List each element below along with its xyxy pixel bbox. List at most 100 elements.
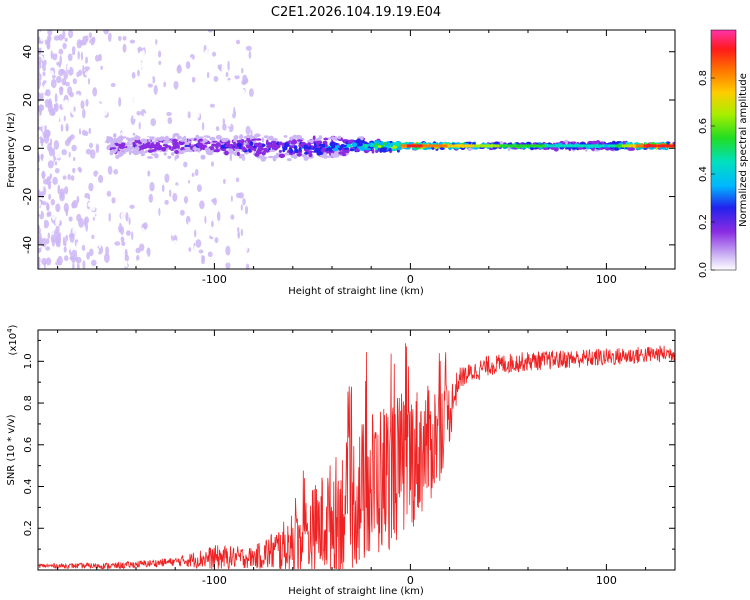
spectrogram-cell xyxy=(519,144,522,148)
y-tick-label: -40 xyxy=(21,236,34,254)
spectrogram-cell xyxy=(100,65,103,70)
spectrogram-panel: -100 0 100 -40 -20 0 20 40 Height of straight l… xyxy=(6,29,676,297)
snr-scale-label: (x104) xyxy=(6,324,19,355)
spectrogram-cell xyxy=(136,111,141,116)
spectrogram-cell xyxy=(165,42,168,50)
spectrogram-cell xyxy=(195,208,199,214)
spectrogram-cell xyxy=(312,135,316,140)
spectrogram-cell xyxy=(48,224,53,231)
spectrogram-cell xyxy=(120,123,124,130)
spectrogram-cell xyxy=(123,125,126,135)
spectrogram-cell xyxy=(466,144,469,148)
spectrogram-cell xyxy=(267,155,274,159)
spectrogram-cell xyxy=(160,223,164,233)
spectrogram-cell xyxy=(474,144,476,148)
spectrogram-cell xyxy=(343,147,350,150)
spectrogram-cell xyxy=(62,175,67,180)
spectrogram-cell xyxy=(71,255,76,263)
spectrogram-cell xyxy=(659,144,661,148)
spectrogram-cell xyxy=(187,221,191,230)
spectrogram-cell xyxy=(53,140,60,150)
spectrogram-cell xyxy=(598,144,600,148)
spectrogram-cell xyxy=(88,32,92,39)
spectrogram-cell xyxy=(58,34,64,41)
spectrogram-cell xyxy=(334,136,338,142)
spectrogram-cell xyxy=(76,262,80,269)
spectrogram-cell xyxy=(233,106,236,114)
spectrogram-cell xyxy=(104,77,107,82)
spectrogram-cell xyxy=(219,185,224,192)
spectrogram-cell xyxy=(651,144,654,148)
spectrogram-cell xyxy=(198,136,204,140)
spectrogram-cell xyxy=(159,265,163,269)
spectrogram-cell xyxy=(103,30,109,35)
spectrogram-cell xyxy=(318,143,325,147)
spectrogram-cell xyxy=(64,240,67,247)
spectrogram-cell xyxy=(530,144,533,148)
spectrogram-cell xyxy=(72,51,76,56)
spectrogram-cell xyxy=(553,147,559,152)
spectrogram-cell xyxy=(41,237,47,248)
spectrogram-cell xyxy=(244,205,249,215)
spectrogram-cell xyxy=(613,144,616,148)
spectrogram-cell xyxy=(653,144,655,148)
spectrogram-cell xyxy=(569,144,572,148)
spectrogram-cell xyxy=(329,141,337,147)
spectrogram-cell xyxy=(63,115,66,122)
spectrogram-cell xyxy=(424,144,426,148)
spectrogram-cell xyxy=(480,144,483,148)
spectrogram-cell xyxy=(207,30,213,33)
snr-xlabel: Height of straight line (km) xyxy=(288,586,424,597)
spectrogram-cell xyxy=(477,144,479,148)
spectrogram-cell xyxy=(68,135,73,142)
spectrogram-cell xyxy=(496,144,498,148)
spectrogram-cell xyxy=(179,200,185,209)
spectrogram-cell xyxy=(289,148,294,154)
spectrogram-cell xyxy=(147,149,154,153)
spectrogram-cell xyxy=(64,99,69,108)
spectrogram-cell xyxy=(45,238,50,245)
spectrogram-cell xyxy=(43,219,49,229)
spectrogram-cell xyxy=(46,178,51,186)
spectrogram-cell xyxy=(95,104,100,111)
spectrogram-cell xyxy=(50,87,54,97)
x-tick-label: 0 xyxy=(407,273,414,286)
spectrogram-cell xyxy=(209,103,216,108)
spectrogram-cell xyxy=(76,39,83,49)
spectrogram-cell xyxy=(139,243,145,252)
spectrogram-cell xyxy=(114,142,119,146)
spectrogram-cell xyxy=(129,204,135,209)
snr-series-line xyxy=(38,343,675,570)
spectrogram-cell xyxy=(263,135,269,139)
spectrogram-cell xyxy=(610,144,613,148)
colorbar-tick-label: 0.8 xyxy=(698,70,709,86)
spectrogram-cell xyxy=(118,35,122,42)
spectrogram-cell xyxy=(222,213,228,219)
spectrogram-cell xyxy=(239,134,244,140)
spectrogram-cell xyxy=(56,75,62,84)
spectrogram-cell xyxy=(606,144,608,148)
spectrogram-cell xyxy=(122,35,127,41)
spectrogram-cell xyxy=(494,144,497,148)
spectrogram-frame xyxy=(37,29,676,270)
spectrogram-cell xyxy=(117,201,122,211)
spectrogram-cell xyxy=(133,135,141,141)
spectrogram-cell xyxy=(106,190,112,197)
spectrogram-cell xyxy=(39,184,44,192)
spectrogram-cell xyxy=(464,144,467,148)
spectrogram-cell xyxy=(656,144,658,148)
spectrogram-cell xyxy=(104,161,111,167)
spectrogram-cell xyxy=(562,144,564,148)
spectrogram-cell xyxy=(417,144,420,148)
snr-scale-base: (x10 xyxy=(8,333,19,356)
spectrogram-cell xyxy=(577,144,580,148)
spectrogram-cell xyxy=(154,155,159,159)
spectrogram-cell xyxy=(110,158,115,165)
spectrogram-cell xyxy=(111,147,116,150)
spectrogram-cell xyxy=(440,147,443,150)
spectrogram-cell xyxy=(471,144,473,148)
spectrogram-cell xyxy=(246,134,251,139)
spectrogram-cell xyxy=(211,243,218,254)
spectrogram-cell xyxy=(156,252,162,259)
spectrogram-cell xyxy=(155,39,158,45)
